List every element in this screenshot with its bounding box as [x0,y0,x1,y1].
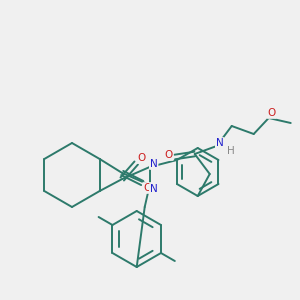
Text: N: N [216,138,224,148]
Text: H: H [227,146,235,156]
Text: O: O [165,150,173,160]
Text: O: O [137,153,145,163]
Text: N: N [150,184,158,194]
Text: O: O [268,108,276,118]
Text: N: N [150,159,158,169]
Text: O: O [143,183,151,193]
